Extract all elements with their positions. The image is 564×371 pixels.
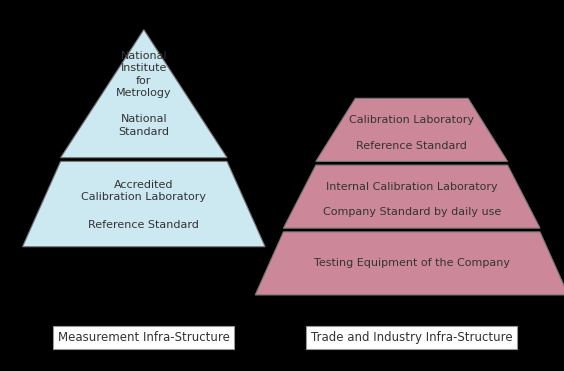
- Text: National
Institute
for
Metrology: National Institute for Metrology: [116, 51, 171, 98]
- Text: Internal Calibration Laboratory: Internal Calibration Laboratory: [326, 182, 497, 192]
- Text: Accredited
Calibration Laboratory: Accredited Calibration Laboratory: [81, 180, 206, 203]
- Polygon shape: [283, 165, 540, 228]
- Text: National
Standard: National Standard: [118, 115, 169, 137]
- Text: Measurement Infra-Structure: Measurement Infra-Structure: [58, 331, 230, 344]
- Polygon shape: [316, 98, 508, 161]
- Text: Company Standard by daily use: Company Standard by daily use: [323, 207, 501, 217]
- Text: Trade and Industry Infra-Structure: Trade and Industry Infra-Structure: [311, 331, 513, 344]
- Text: Reference Standard: Reference Standard: [356, 141, 467, 151]
- Text: Calibration Laboratory: Calibration Laboratory: [349, 115, 474, 125]
- Polygon shape: [23, 161, 265, 247]
- Polygon shape: [255, 232, 564, 295]
- Text: Testing Equipment of the Company: Testing Equipment of the Company: [314, 259, 510, 268]
- Polygon shape: [61, 30, 227, 158]
- Text: Reference Standard: Reference Standard: [89, 220, 199, 230]
